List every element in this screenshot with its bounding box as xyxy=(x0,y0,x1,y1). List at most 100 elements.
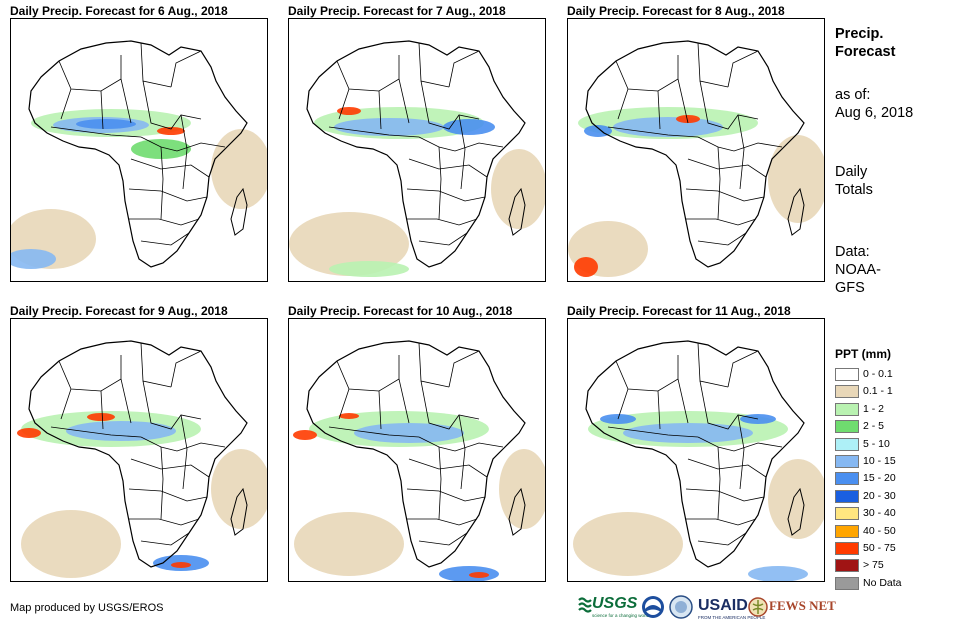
country-border xyxy=(398,342,450,388)
panel-title: Daily Precip. Forecast for 7 Aug., 2018 xyxy=(288,4,506,18)
country-border xyxy=(685,188,765,202)
country-border xyxy=(617,378,689,430)
data-line2: NOAA- xyxy=(835,262,881,278)
legend-swatch xyxy=(835,437,859,451)
precip-map xyxy=(288,18,546,282)
country-border xyxy=(50,126,142,138)
map-svg xyxy=(11,40,267,269)
sidebar-totals: Daily Totals xyxy=(835,163,873,199)
country-border xyxy=(737,114,745,190)
precip-map xyxy=(567,318,825,582)
usaid-logo-text: USAID xyxy=(698,597,748,614)
country-border xyxy=(458,414,466,490)
country-border xyxy=(142,80,202,130)
precip-area xyxy=(329,261,409,277)
legend-swatch xyxy=(835,454,859,468)
precip-area xyxy=(354,423,464,443)
precip-area xyxy=(11,249,56,269)
country-border xyxy=(418,232,468,246)
sidebar-title-line2: Forecast xyxy=(835,44,896,60)
doi-seal-icon xyxy=(669,595,693,619)
country-border xyxy=(615,360,679,392)
country-border xyxy=(120,42,172,88)
country-border xyxy=(130,158,210,178)
legend-swatch xyxy=(835,524,859,538)
country-border xyxy=(140,532,190,546)
country-border xyxy=(420,80,480,130)
country-border xyxy=(140,436,226,452)
usgs-tagline: science for a changing world xyxy=(592,613,650,618)
precip-area xyxy=(768,135,824,223)
precip-area xyxy=(469,572,489,578)
country-border xyxy=(686,518,757,526)
country-border xyxy=(130,458,210,478)
legend-swatch xyxy=(835,420,859,434)
country-border xyxy=(336,60,400,92)
precip-area xyxy=(87,413,115,421)
country-border xyxy=(448,350,480,388)
country-border xyxy=(408,158,488,178)
madagascar-outline xyxy=(508,187,526,236)
legend-swatch xyxy=(835,472,859,486)
country-border xyxy=(406,488,486,502)
legend-label: 15 - 20 xyxy=(863,472,896,485)
map-svg xyxy=(573,340,824,581)
country-border xyxy=(418,436,504,452)
country-border xyxy=(687,458,767,478)
precip-area xyxy=(289,212,409,276)
africa-coastline xyxy=(306,40,526,268)
precip-map xyxy=(567,18,825,282)
legend-swatch xyxy=(835,541,859,555)
precip-map xyxy=(10,18,268,282)
precip-area xyxy=(293,430,317,440)
country-border xyxy=(685,488,765,502)
country-border xyxy=(699,380,759,430)
country-border xyxy=(120,342,172,388)
precip-area xyxy=(768,459,824,539)
precip-area xyxy=(21,510,121,578)
legend-swatch xyxy=(835,385,859,399)
precip-area xyxy=(334,118,444,136)
country-border xyxy=(160,146,164,220)
data-line3: GFS xyxy=(835,280,865,296)
country-border xyxy=(336,360,400,392)
legend-label: No Data xyxy=(863,576,902,589)
country-border xyxy=(687,158,767,178)
map-svg xyxy=(568,40,824,277)
country-border xyxy=(617,78,689,130)
precip-area xyxy=(613,117,723,137)
precip-area xyxy=(748,566,808,581)
precip-area xyxy=(499,449,545,529)
precip-area xyxy=(574,257,598,277)
country-border xyxy=(180,114,188,190)
country-border xyxy=(50,426,142,438)
precip-area xyxy=(337,107,361,115)
legend-label: 5 - 10 xyxy=(863,437,890,450)
country-border xyxy=(677,342,729,388)
africa-coastline xyxy=(28,340,248,568)
precip-area xyxy=(339,413,359,419)
legend-label: 0.1 - 1 xyxy=(863,385,893,398)
precip-area xyxy=(676,115,700,123)
country-border xyxy=(328,126,420,138)
country-border xyxy=(142,380,202,430)
country-border xyxy=(140,136,226,152)
legend-label: > 75 xyxy=(863,559,884,572)
country-border xyxy=(408,458,488,478)
africa-coastline xyxy=(306,340,526,568)
fews-net-logo-text: FEWS NET xyxy=(769,598,836,613)
country-border xyxy=(699,80,759,130)
legend-label: 20 - 30 xyxy=(863,489,896,502)
precip-area xyxy=(573,512,683,576)
legend-label: 30 - 40 xyxy=(863,507,896,520)
precip-area xyxy=(211,129,267,209)
country-border xyxy=(338,378,410,430)
madagascar-outline xyxy=(787,187,805,236)
precip-area xyxy=(76,119,136,129)
country-border xyxy=(727,350,759,388)
asof-label: as of: xyxy=(835,87,871,103)
precip-area xyxy=(439,566,499,581)
legend-swatch xyxy=(835,576,859,590)
country-border xyxy=(686,218,757,226)
precip-area xyxy=(66,421,176,441)
